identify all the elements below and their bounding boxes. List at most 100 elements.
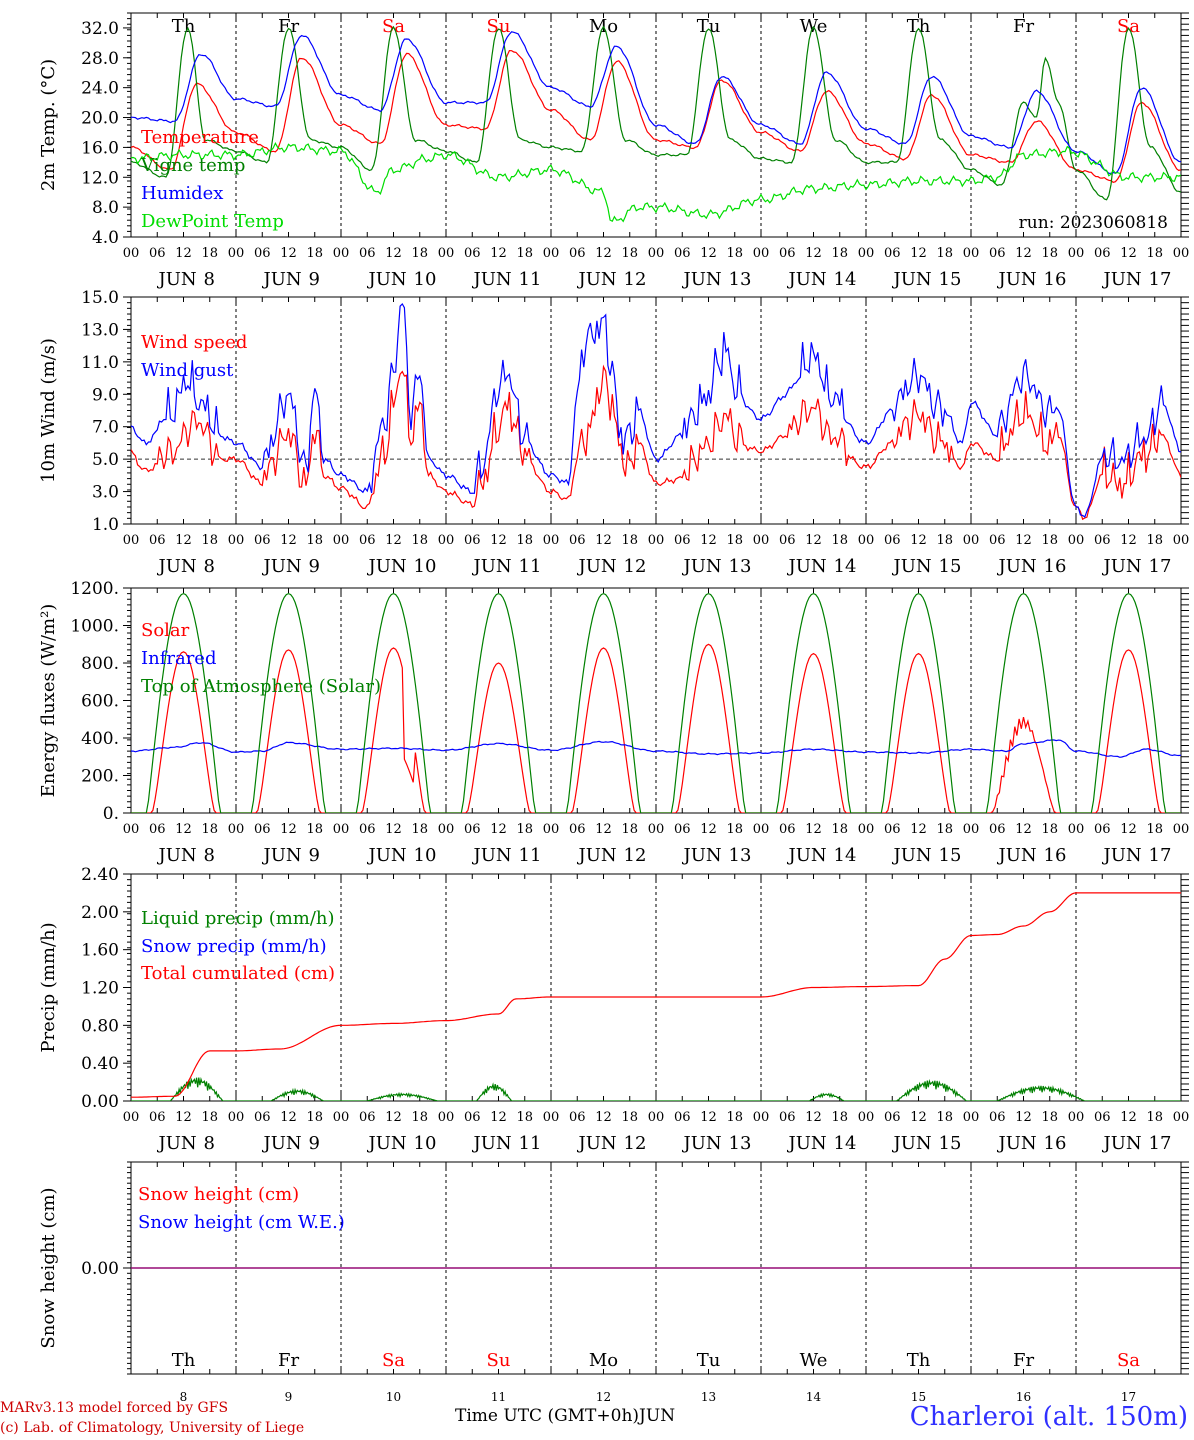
date-label-day: 14 [834, 556, 857, 577]
date-label-day: 8 [204, 556, 215, 577]
hour-tick-label: 00 [228, 1110, 245, 1125]
legend-entry: Vigne temp [140, 155, 245, 176]
date-label-day: 13 [729, 556, 752, 577]
plot-area [131, 303, 1181, 521]
date-label-day: 14 [834, 1133, 857, 1154]
hour-tick-label: 06 [254, 1110, 271, 1125]
hour-tick-label: 18 [1146, 533, 1163, 548]
hour-tick-label: 18 [621, 533, 638, 548]
date-label-day: 9 [309, 269, 320, 290]
date-label-month: JUN [262, 1133, 302, 1154]
hour-tick-label: 06 [674, 822, 691, 837]
date-label-day: 17 [1149, 1133, 1172, 1154]
hour-tick-label: 18 [201, 246, 218, 261]
hour-tick-label: 00 [648, 246, 665, 261]
hour-tick-label: 06 [149, 1110, 166, 1125]
date-label-month: JUN [682, 1133, 722, 1154]
date-number: 16 [1016, 1390, 1031, 1404]
date-label-day: 17 [1149, 845, 1172, 866]
legend-entry: Wind gust [141, 360, 234, 381]
hour-tick-label: 12 [280, 533, 297, 548]
hour-tick-label: 18 [516, 1110, 533, 1125]
y-tick-label: 28.0 [81, 49, 119, 69]
hour-tick-label: 12 [1015, 822, 1032, 837]
hour-tick-label: 12 [595, 1110, 612, 1125]
hour-tick-label: 06 [779, 246, 796, 261]
hour-tick-label: 00 [1173, 533, 1190, 548]
hour-tick-label: 12 [175, 246, 192, 261]
hour-tick-label: 18 [1041, 822, 1058, 837]
hour-tick-label: 00 [438, 1110, 455, 1125]
date-label-month: JUN [682, 556, 722, 577]
y-tick-label: 32.0 [81, 19, 119, 39]
day-of-week-label: Sa [1117, 16, 1140, 37]
hour-tick-label: 00 [963, 822, 980, 837]
hour-tick-label: 18 [1146, 246, 1163, 261]
date-label-month: JUN [262, 269, 302, 290]
panel-precip: 00 06 12 18 00 06 12 18 00 06 12 18 00 06 12 18 00 06 12 18… [38, 865, 1189, 1154]
hour-tick-label: 00 [963, 246, 980, 261]
date-label-day: 13 [729, 1133, 752, 1154]
date-label-day: 9 [309, 845, 320, 866]
y-tick-label: 16.0 [81, 138, 119, 158]
day-of-week-label: Su [487, 16, 511, 37]
hour-tick-label: 00 [753, 246, 770, 261]
run-label: run: 2023060818 [1019, 213, 1168, 233]
y-tick-label: 8.0 [92, 198, 119, 218]
hour-tick-label: 12 [1015, 246, 1032, 261]
hour-tick-label: 06 [464, 822, 481, 837]
y-tick-label: 2.40 [81, 865, 119, 885]
y-tick-label: 0.00 [81, 1092, 119, 1112]
hour-tick-label: 06 [254, 246, 271, 261]
hour-tick-label: 12 [700, 822, 717, 837]
hour-tick-label: 06 [989, 533, 1006, 548]
y-tick-label: 2.00 [81, 903, 119, 923]
hour-tick-label: 06 [464, 1110, 481, 1125]
hour-tick-label: 00 [963, 533, 980, 548]
hour-tick-label: 06 [569, 1110, 586, 1125]
hour-tick-label: 06 [464, 533, 481, 548]
legend-entry: DewPoint Temp [141, 211, 284, 232]
y-axis-label: Precip (mm/h) [38, 922, 59, 1052]
hour-tick-label: 06 [884, 822, 901, 837]
hour-tick-label: 12 [805, 533, 822, 548]
plot-area [131, 892, 1181, 1101]
model-credit: MARv3.13 model forced by GFS [0, 1400, 229, 1416]
hour-tick-label: 00 [753, 822, 770, 837]
date-number: 9 [285, 1390, 293, 1404]
hour-tick-label: 12 [1120, 1110, 1137, 1125]
hour-tick-label: 06 [779, 1110, 796, 1125]
hour-tick-label: 18 [726, 1110, 743, 1125]
series-line-dewpoint-temp [131, 141, 1181, 223]
hour-tick-label: 18 [516, 246, 533, 261]
legend-entry: Snow height (cm) [138, 1184, 299, 1205]
day-of-week-label: Sa [1117, 1350, 1140, 1371]
hour-tick-label: 06 [989, 1110, 1006, 1125]
plot-area [131, 25, 1181, 223]
date-label-day: 8 [204, 269, 215, 290]
date-label-month: JUN [1102, 269, 1142, 290]
date-label-month: JUN [472, 556, 512, 577]
date-label-month: JUN [157, 269, 197, 290]
date-label-day: 10 [414, 845, 437, 866]
hour-tick-label: 18 [831, 246, 848, 261]
legend-entry: Temperature [141, 127, 259, 148]
y-tick-label: 12.0 [81, 168, 119, 188]
date-label-day: 17 [1149, 269, 1172, 290]
legend-entry: Total cumulated (cm) [141, 963, 335, 984]
hour-tick-label: 18 [1041, 533, 1058, 548]
hour-tick-label: 12 [1120, 246, 1137, 261]
date-label-month: JUN [997, 845, 1037, 866]
hour-tick-label: 18 [936, 1110, 953, 1125]
date-label-month: JUN [787, 269, 827, 290]
hour-tick-label: 18 [411, 246, 428, 261]
hour-tick-label: 06 [779, 822, 796, 837]
date-number: 12 [596, 1390, 611, 1404]
legend-entry: Humidex [141, 183, 223, 204]
legend-entry: Top of Atmosphere (Solar) [141, 676, 381, 697]
hour-tick-label: 18 [831, 822, 848, 837]
hour-tick-label: 06 [359, 1110, 376, 1125]
hour-tick-label: 18 [1041, 246, 1058, 261]
hour-tick-label: 12 [385, 1110, 402, 1125]
